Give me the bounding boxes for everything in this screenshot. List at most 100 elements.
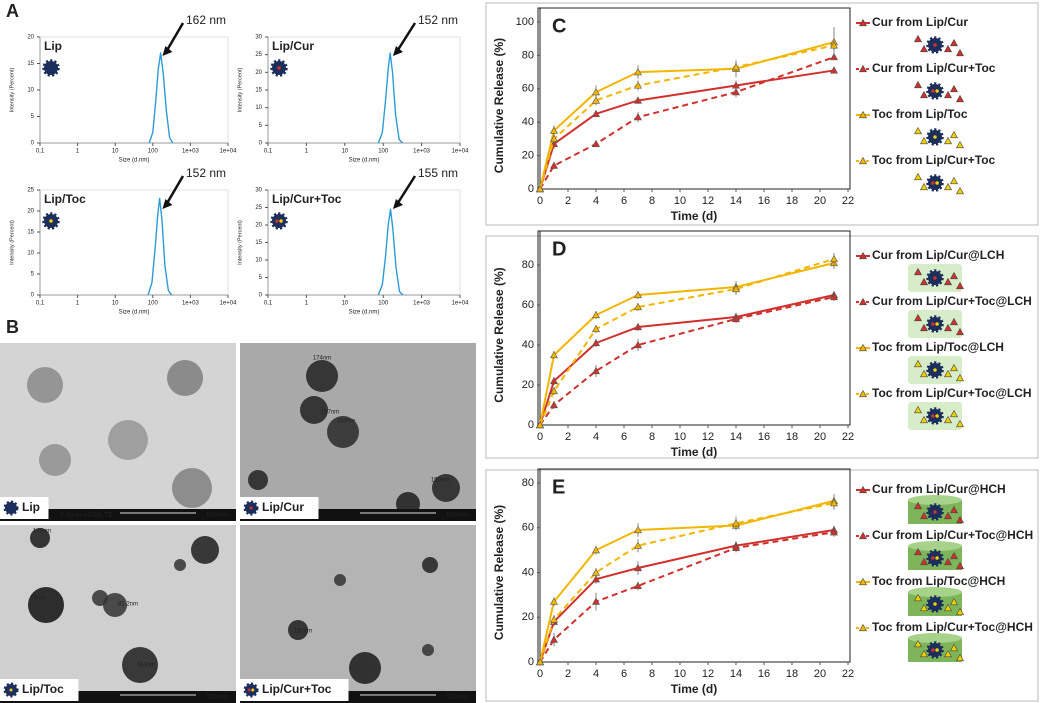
- icon: [919, 603, 929, 612]
- icon: [908, 587, 962, 597]
- icon: [949, 409, 959, 418]
- icon: [858, 485, 868, 494]
- y-tick-label: 15: [255, 240, 262, 246]
- icon: [908, 633, 962, 643]
- annotation-arrow: [392, 46, 403, 56]
- series-line: [147, 197, 173, 296]
- marker: [549, 376, 559, 385]
- marker: [591, 88, 601, 96]
- x-tick-label: 22: [842, 431, 854, 443]
- icon: [933, 276, 937, 280]
- measure-label: 163nm: [337, 419, 355, 425]
- y-tick-label: 25: [255, 52, 262, 58]
- y-tick-label: 80: [522, 477, 534, 489]
- x-tick-label: 1e+03: [413, 301, 431, 307]
- plot-frame: [537, 230, 851, 426]
- x-tick-label: 1e+04: [220, 149, 238, 155]
- x-axis-label: Time (d): [671, 209, 717, 223]
- series-line: [539, 56, 835, 190]
- particle: [92, 590, 108, 606]
- marker: [549, 126, 559, 134]
- x-tick-label: 20: [814, 668, 826, 680]
- x-tick-label: 0: [537, 195, 543, 207]
- marker: [591, 109, 601, 117]
- legend-label: Cur from Lip/Cur+Toc@LCH: [872, 294, 1032, 308]
- icon: [913, 172, 923, 181]
- y-axis-label: Intensity (Percent): [9, 68, 15, 113]
- icon: [858, 577, 868, 586]
- icon: [943, 415, 953, 424]
- icon: [913, 501, 923, 510]
- x-tick-label: 10: [674, 431, 686, 443]
- particle: [422, 644, 434, 656]
- icon: [919, 182, 929, 191]
- icon: [858, 297, 868, 306]
- particle: [39, 444, 71, 476]
- icon: [933, 602, 937, 606]
- x-tick-label: 1e+04: [220, 301, 238, 307]
- x-tick-label: 12: [702, 668, 714, 680]
- icon: [919, 511, 929, 520]
- particle: [422, 557, 438, 573]
- y-tick-label: 0: [259, 293, 263, 299]
- icon: [943, 369, 953, 378]
- particle: [306, 360, 338, 392]
- icon: [913, 639, 923, 648]
- icon: [926, 407, 944, 425]
- icon: [955, 373, 965, 382]
- icon: [858, 343, 868, 352]
- scale-label: 500nm: [207, 694, 229, 701]
- series-line: [539, 531, 835, 663]
- marker: [591, 366, 601, 375]
- x-tick-label: 8: [649, 668, 655, 680]
- particle: [167, 360, 203, 396]
- icon: [926, 641, 944, 659]
- y-tick-label: 20: [27, 209, 34, 215]
- icon: [955, 653, 965, 662]
- x-tick-label: 1: [305, 149, 309, 155]
- icon: [908, 541, 962, 551]
- x-tick-label: 1e+03: [413, 149, 431, 155]
- x-tick-label: 20: [814, 431, 826, 443]
- y-tick-label: 10: [27, 88, 34, 94]
- y-axis-label: Intensity (Percent): [237, 220, 243, 265]
- marker: [633, 563, 643, 572]
- icon: [949, 597, 959, 606]
- marker: [829, 499, 839, 507]
- icon: [858, 623, 868, 632]
- x-tick-label: 10: [112, 301, 119, 307]
- icon: [949, 363, 959, 372]
- y-tick-label: 60: [522, 83, 534, 95]
- panel-label: B: [6, 317, 19, 337]
- legend-label: Cur from Lip/Cur: [872, 15, 968, 29]
- marker: [731, 88, 741, 96]
- marker: [591, 310, 601, 319]
- marker: [549, 161, 559, 169]
- x-axis-label: Time (d): [671, 682, 717, 696]
- x-tick-label: 4: [593, 668, 599, 680]
- icon: [955, 607, 965, 616]
- icon: [955, 186, 965, 195]
- y-tick-label: 30: [255, 188, 262, 194]
- marker: [829, 41, 839, 49]
- plot-frame: [39, 36, 229, 144]
- y-tick-label: 60: [522, 522, 534, 534]
- marker: [591, 546, 601, 554]
- marker: [829, 254, 839, 263]
- icon: [858, 156, 868, 165]
- y-tick-label: 20: [522, 150, 534, 162]
- measure-label: 147nm: [33, 529, 51, 535]
- icon: [931, 181, 935, 185]
- icon: [943, 277, 953, 286]
- particle: [248, 470, 268, 490]
- x-tick-label: 2: [565, 431, 571, 443]
- icon: [9, 688, 13, 692]
- particle: [27, 367, 63, 403]
- x-tick-label: 2: [565, 195, 571, 207]
- icon: [926, 315, 944, 333]
- series-line: [539, 41, 835, 190]
- icon: [249, 506, 253, 510]
- icon: [955, 327, 965, 336]
- image-label: Lip/Cur: [262, 500, 304, 514]
- icon: [943, 511, 953, 520]
